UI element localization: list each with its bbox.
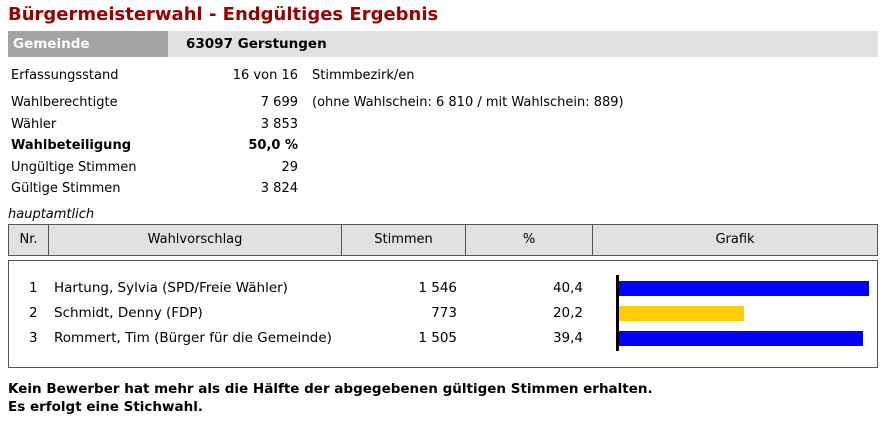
row-stimmen: 773 <box>431 305 457 321</box>
results-table: 1 Hartung, Sylvia (SPD/Freie Wähler) 1 5… <box>8 260 878 368</box>
header-grafik: Grafik <box>715 232 755 247</box>
header-stimmen: Stimmen <box>342 225 466 255</box>
stat-value-gueltige: 3 824 <box>260 181 298 196</box>
gemeinde-bar: Gemeinde 63097 Gerstungen <box>8 31 878 57</box>
stat-value-wahlbeteiligung: 50,0 % <box>248 138 298 153</box>
row-nr: 3 <box>29 330 38 346</box>
row-prozent: 40,4 <box>552 280 583 296</box>
table-row: 2 Schmidt, Denny (FDP) 773 20,2 <box>9 301 877 325</box>
result-note-line2: Es erfolgt eine Stichwahl. <box>8 399 203 415</box>
stat-value-erfassungsstand: 16 von 16 <box>232 68 298 83</box>
header-wahlvorschlag: Wahlvorschlag <box>49 225 342 255</box>
section-label: hauptamtlich <box>8 207 95 222</box>
row-stimmen: 1 546 <box>418 280 457 296</box>
row-nr: 2 <box>29 305 38 321</box>
result-note-line1: Kein Bewerber hat mehr als die Hälfte de… <box>8 381 653 397</box>
row-prozent: 39,4 <box>552 330 583 346</box>
stat-label-wahlberechtigte: Wahlberechtigte <box>11 95 118 110</box>
stat-value-wahlberechtigte: 7 699 <box>260 95 298 110</box>
table-header: Nr. Wahlvorschlag Stimmen % Grafik <box>8 224 878 256</box>
result-bar <box>619 306 744 321</box>
header-prozent: % <box>466 225 593 255</box>
stat-note-wahlberechtigte: (ohne Wahlschein: 6 810 / mit Wahlschein… <box>312 95 624 110</box>
row-name: Hartung, Sylvia (SPD/Freie Wähler) <box>54 280 288 296</box>
gemeinde-label: Gemeinde <box>8 31 168 57</box>
row-name: Rommert, Tim (Bürger für die Gemeinde) <box>54 330 332 346</box>
chart-axis <box>616 275 619 351</box>
row-prozent: 20,2 <box>552 305 583 321</box>
stat-label-waehler: Wähler <box>11 117 57 132</box>
table-row: 3 Rommert, Tim (Bürger für die Gemeinde)… <box>9 326 877 350</box>
result-bar <box>619 281 869 296</box>
stat-label-gueltige: Gültige Stimmen <box>11 181 121 196</box>
row-stimmen: 1 505 <box>418 330 457 346</box>
result-note: Kein Bewerber hat mehr als die Hälfte de… <box>8 380 653 416</box>
row-name: Schmidt, Denny (FDP) <box>54 305 203 321</box>
table-row: 1 Hartung, Sylvia (SPD/Freie Wähler) 1 5… <box>9 276 877 300</box>
gemeinde-value: 63097 Gerstungen <box>186 36 327 52</box>
stat-label-erfassungsstand: Erfassungsstand <box>11 68 119 83</box>
header-nr: Nr. <box>9 225 49 255</box>
stat-value-waehler: 3 853 <box>260 117 298 132</box>
stat-label-wahlbeteiligung: Wahlbeteiligung <box>11 138 132 153</box>
stat-note-erfassungsstand: Stimmbezirk/en <box>312 68 415 83</box>
page-title: Bürgermeisterwahl - Endgültiges Ergebnis <box>8 4 439 25</box>
result-bar <box>619 331 863 346</box>
stat-value-ungueltige: 29 <box>281 160 298 175</box>
stat-label-ungueltige: Ungültige Stimmen <box>11 160 137 175</box>
row-nr: 1 <box>29 280 38 296</box>
